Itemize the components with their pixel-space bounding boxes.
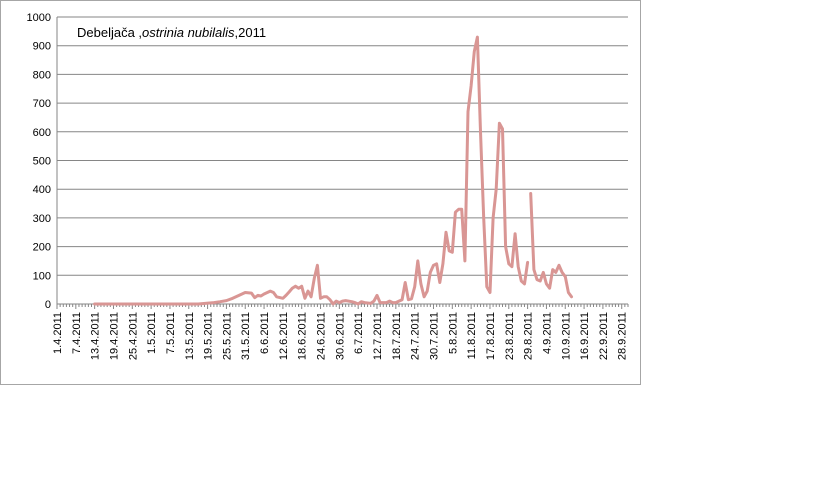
x-tick-label: 18.6.2011 xyxy=(297,312,309,360)
series-layer xyxy=(93,35,573,306)
y-tick-label: 100 xyxy=(33,270,51,282)
x-tick-label: 24.7.2011 xyxy=(410,312,422,360)
chart-title-species: ostrinia nubilalis xyxy=(142,25,235,40)
axes xyxy=(56,17,629,309)
y-tick-labels: 0 100 200 300 400 500 600 700 800 900 1000 xyxy=(27,12,51,311)
x-tick-label: 25.5.2011 xyxy=(221,312,233,360)
x-tick-label: 13.5.2011 xyxy=(184,312,196,360)
x-tick-label: 31.5.2011 xyxy=(240,312,252,360)
y-tick-label: 500 xyxy=(33,156,51,168)
y-tick-label: 300 xyxy=(33,213,51,225)
x-tick-label: 7.4.2011 xyxy=(71,312,83,354)
x-tick-label: 17.8.2011 xyxy=(485,312,497,360)
gridlines xyxy=(57,16,628,276)
chart-title-main: Debeljača , xyxy=(77,25,142,40)
y-tick-label: 0 xyxy=(45,299,51,311)
x-tick-label: 13.4.2011 xyxy=(90,312,102,360)
x-tick-label: 30.6.2011 xyxy=(334,312,346,360)
y-tick-label: 800 xyxy=(33,69,51,81)
series-line-2 xyxy=(529,192,573,299)
x-tick-label: 30.7.2011 xyxy=(428,312,440,360)
x-tick-label: 25.4.2011 xyxy=(127,312,139,360)
y-tick-label: 400 xyxy=(33,184,51,196)
y-tick-label: 200 xyxy=(33,242,51,254)
x-tick-label: 1.4.2011 xyxy=(52,312,64,354)
chart-title: Debeljača ,ostrinia nubilalis,2011 xyxy=(77,25,266,40)
x-tick-label: 12.7.2011 xyxy=(372,312,384,360)
x-tick-label: 1.5.2011 xyxy=(146,312,158,354)
x-tick-label: 23.8.2011 xyxy=(504,312,516,360)
x-tick-label: 19.4.2011 xyxy=(108,312,120,360)
x-tick-label: 18.7.2011 xyxy=(391,312,403,360)
series-line-1 xyxy=(93,35,530,306)
x-tick-label: 11.8.2011 xyxy=(466,312,478,359)
x-tick-label: 7.5.2011 xyxy=(165,312,177,354)
x-tick-label: 29.8.2011 xyxy=(523,312,535,360)
x-tick-label: 12.6.2011 xyxy=(278,312,290,360)
x-tick-label: 4.9.2011 xyxy=(541,312,553,354)
y-tick-label: 1000 xyxy=(27,12,51,24)
x-tick-label: 6.7.2011 xyxy=(353,312,365,354)
chart-frame xyxy=(0,0,641,385)
x-tick-label: 22.9.2011 xyxy=(598,312,610,360)
x-tick-label: 28.9.2011 xyxy=(617,312,629,360)
x-tick-label: 6.6.2011 xyxy=(259,312,271,354)
chart-title-year: ,2011 xyxy=(235,25,267,40)
x-tick-label: 5.8.2011 xyxy=(447,312,459,354)
x-tick-label: 19.5.2011 xyxy=(203,312,215,360)
x-tick-labels: 1.4.2011 7.4.2011 13.4.2011 19.4.2011 25.4.2… xyxy=(52,312,629,360)
y-tick-label: 700 xyxy=(33,98,51,110)
y-tick-label: 900 xyxy=(33,41,51,53)
x-tick-label: 10.9.2011 xyxy=(560,312,572,360)
x-tick-label: 24.6.2011 xyxy=(316,312,328,360)
y-tick-label: 600 xyxy=(33,127,51,139)
x-tick-label: 16.9.2011 xyxy=(579,312,591,360)
